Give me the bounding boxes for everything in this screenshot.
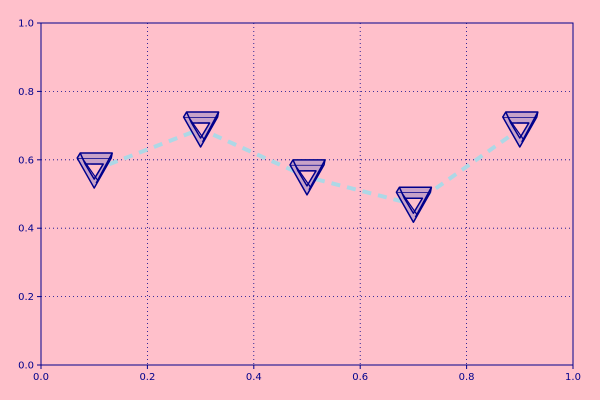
x-tick-label: 0.8 [459,372,475,383]
y-tick-label: 0.0 [18,361,34,372]
x-tick-label: 0.0 [33,372,49,383]
axes-frame [40,22,574,366]
x-tick-label: 1.0 [565,372,581,383]
y-tick-label: 1.0 [18,19,34,30]
y-tick-label: 0.4 [18,224,34,235]
x-tick-label: 0.4 [246,372,262,383]
x-tick-label: 0.2 [139,372,155,383]
y-tick-label: 0.6 [18,155,34,166]
y-tick-label: 0.8 [18,87,34,98]
y-tick-label: 0.2 [18,292,34,303]
axes: 0.0 0.2 0.4 0.6 0.8 1.0 0.0 0.2 0.4 0.6 0.8 1.0 [18,19,581,384]
x-tick-label: 0.6 [352,372,368,383]
